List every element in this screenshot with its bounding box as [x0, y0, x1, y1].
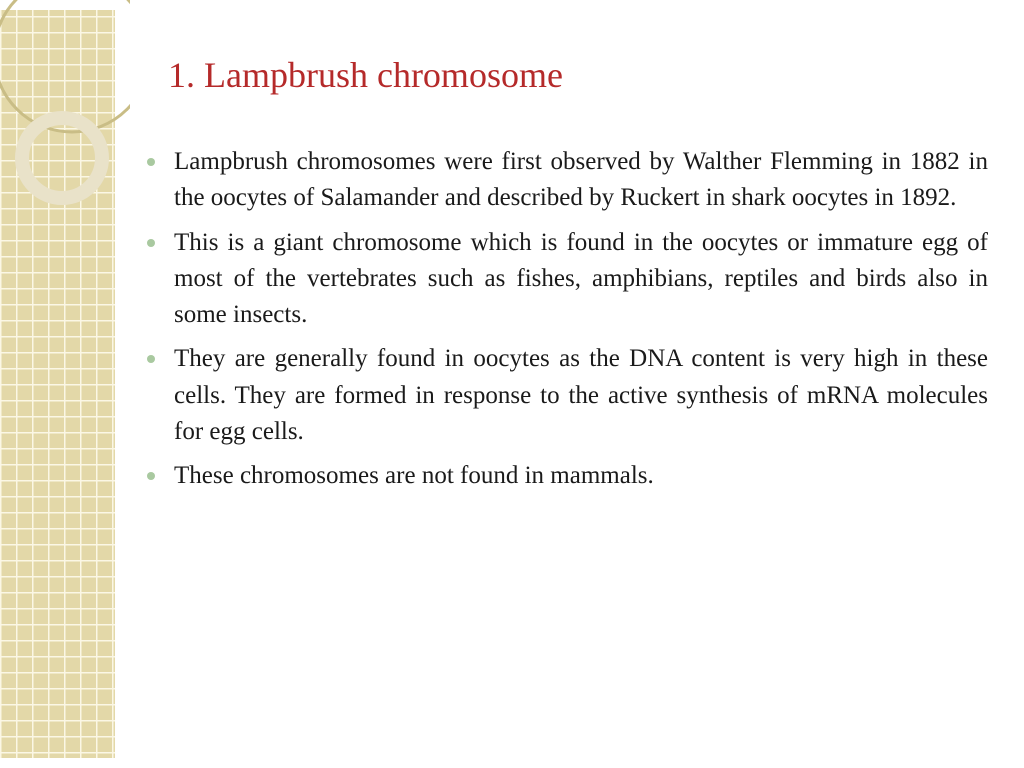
- list-item: Lampbrush chromosomes were first observe…: [140, 144, 988, 217]
- slide-title: 1. Lampbrush chromosome: [168, 54, 988, 96]
- list-item: This is a giant chromosome which is foun…: [140, 225, 988, 334]
- list-item: These chromosomes are not found in mamma…: [140, 458, 988, 494]
- deco-ring-large: [0, 0, 130, 132]
- bullet-list: Lampbrush chromosomes were first observe…: [140, 144, 988, 494]
- list-item: They are generally found in oocytes as t…: [140, 341, 988, 450]
- sidebar-decoration: [0, 0, 130, 768]
- slide-content: 1. Lampbrush chromosome Lampbrush chromo…: [140, 54, 988, 502]
- deco-ring-small: [22, 118, 102, 198]
